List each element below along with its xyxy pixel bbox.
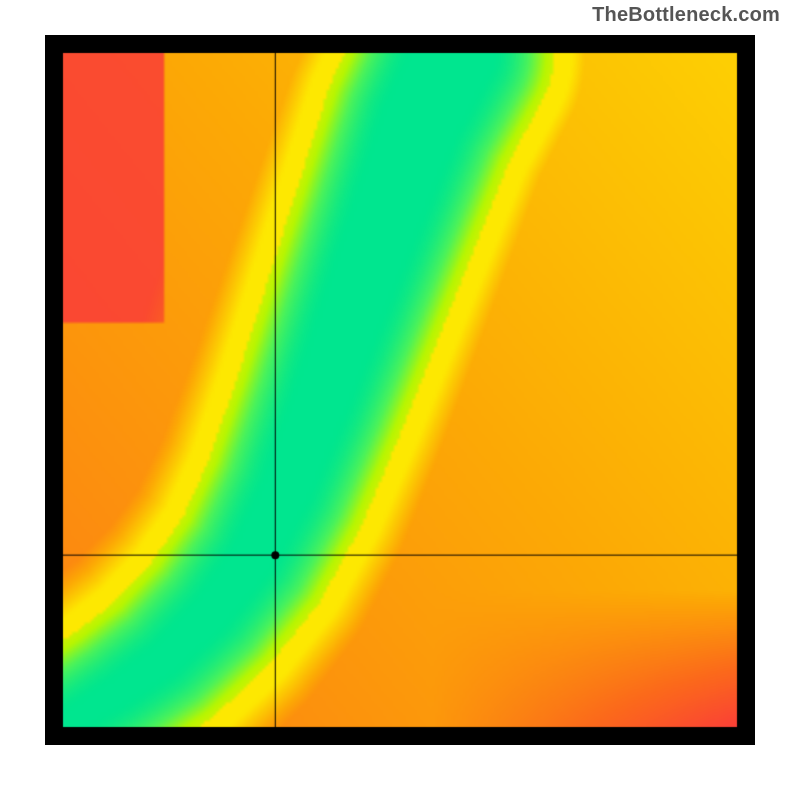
watermark-text: TheBottleneck.com [592, 4, 780, 27]
heatmap-container [45, 35, 755, 745]
page-root: TheBottleneck.com [0, 0, 800, 800]
heatmap-canvas [45, 35, 755, 745]
